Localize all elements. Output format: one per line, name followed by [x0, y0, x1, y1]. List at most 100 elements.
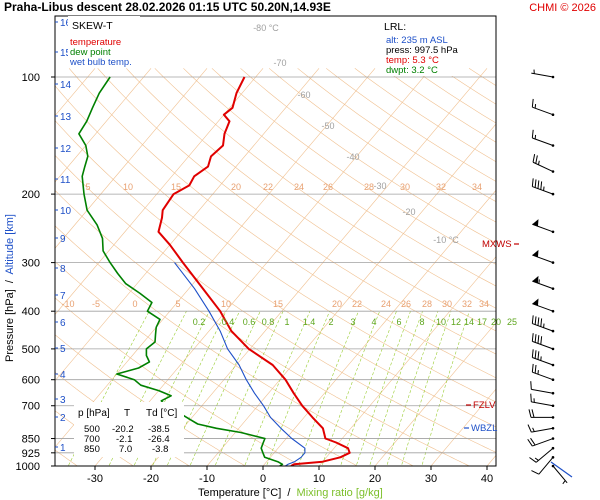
altitude-label: 9 — [60, 234, 66, 245]
legend-wetbulb: wet bulb temp. — [69, 57, 132, 68]
theta-label: 32 — [462, 299, 472, 309]
mixing-ratio-label: 12 — [451, 317, 461, 327]
table-header-td: Td [°C] — [146, 408, 177, 419]
wind-barb — [527, 424, 555, 433]
legend-dewpoint: dew point — [70, 47, 111, 58]
legend-title: SKEW-T — [72, 20, 113, 32]
wind-barb-station — [551, 309, 555, 313]
dry-adiabat — [55, 154, 496, 453]
dry-adiabat — [411, 68, 496, 124]
wind-barb-full — [530, 381, 532, 390]
plot-frame — [54, 15, 497, 467]
wind-barb-station — [551, 287, 555, 290]
wind-barb-station — [551, 144, 555, 147]
isotherm-label: -50 — [321, 121, 334, 131]
isotherm — [262, 189, 496, 466]
wind-barb-full — [537, 335, 540, 344]
wind-barb-half — [532, 427, 535, 432]
wind-barb — [527, 437, 555, 447]
wind-barb — [532, 249, 555, 264]
dry-adiabat — [555, 68, 600, 474]
wind-barb-full — [535, 155, 538, 164]
wind-barb-station — [551, 391, 555, 395]
isotherm — [318, 256, 496, 466]
wind-barb-staff — [531, 72, 554, 78]
altitude-label: 3 — [60, 395, 66, 406]
table-cell: -2.1 — [116, 434, 132, 445]
wind-barb-full — [529, 457, 537, 463]
table-cell: 500 — [84, 424, 100, 435]
theta-label: 34 — [472, 182, 482, 192]
wind-barb-pennant — [532, 249, 539, 258]
pressure-tick-label: 100 — [22, 72, 40, 84]
altitude-label: 4 — [60, 370, 66, 381]
theta-label: 26 — [401, 299, 411, 309]
legend-temperature: temperature — [70, 37, 121, 48]
theta-label: 15 — [171, 182, 181, 192]
wind-barb — [531, 129, 555, 147]
wind-barb-full — [531, 98, 534, 108]
mixing-ratio-line — [298, 311, 359, 466]
wind-barb-full — [531, 178, 534, 187]
altitude-label: 16 — [60, 18, 72, 29]
theta-label: 28 — [364, 182, 374, 192]
wind-barb-staff — [531, 401, 554, 407]
wind-barb-full — [540, 336, 543, 345]
dry-adiabat — [55, 297, 303, 466]
theta-label: 24 — [294, 182, 304, 192]
wind-barb-staff — [532, 438, 554, 447]
theta-label: 10 — [123, 182, 133, 192]
dry-adiabat — [97, 68, 496, 355]
dry-adiabat — [297, 68, 496, 202]
dry-adiabat — [526, 68, 600, 474]
wind-barb-half — [562, 480, 566, 485]
x-tick-label: 0 — [260, 473, 266, 485]
x-tick-label: -30 — [87, 473, 103, 485]
x-tick-label: 10 — [313, 473, 325, 485]
wind-barb — [532, 275, 555, 290]
lrl-altitude: alt: 235 m ASL — [386, 35, 448, 46]
isotherm-label: -80 °C — [253, 23, 279, 33]
table-cell: -20.2 — [112, 424, 134, 435]
mixing-ratio-line — [189, 311, 261, 466]
legend-box — [68, 16, 140, 66]
wind-barb-full — [528, 409, 532, 418]
theta-label: 15 — [273, 299, 283, 309]
pressure-tick-label: 850 — [22, 434, 40, 446]
wind-barb-full — [537, 317, 540, 326]
y-axis-label: Pressure [hPa] / Altitude [km] — [4, 214, 16, 362]
wind-barb-full — [531, 129, 534, 139]
mixing-ratio-label: 0.2 — [193, 317, 206, 327]
dry-adiabat — [68, 68, 496, 379]
isotherm — [55, 68, 264, 315]
table-cell: 850 — [84, 444, 100, 455]
altitude-label: 5 — [60, 344, 66, 355]
mixing-ratio-label: 14 — [464, 317, 474, 327]
wind-barb-half — [538, 160, 540, 165]
dry-adiabat — [154, 68, 496, 309]
wind-barb — [531, 333, 555, 351]
wind-barb-staff — [532, 340, 554, 350]
wind-barb — [531, 69, 555, 79]
wind-barb-station — [551, 230, 555, 234]
pressure-tick-label: 925 — [22, 448, 40, 460]
temperature-line — [157, 76, 351, 466]
pressure-tick-label: 1000 — [16, 461, 40, 473]
altitude-label: 12 — [60, 144, 72, 155]
pressure-tick-label: 200 — [22, 189, 40, 201]
isotherm-label: -40 — [346, 152, 359, 162]
theta-label: 34 — [479, 299, 489, 309]
wind-barb-full — [532, 154, 536, 163]
wind-barb-staff — [532, 137, 554, 146]
wind-barb-station — [551, 113, 555, 116]
wind-barb-staff — [535, 447, 554, 463]
dry-adiabat — [55, 261, 359, 466]
x-axis-label-separator: / — [281, 487, 296, 499]
wind-barb-full — [527, 424, 532, 433]
x-axis-label: Temperature [°C] / Mixing ratio [g/kg] — [198, 487, 383, 499]
wind-barb-full — [534, 350, 537, 359]
mixing-ratio-label: 0.6 — [243, 317, 256, 327]
wind-barb-full — [534, 364, 537, 374]
wind-barb-staff — [532, 254, 554, 264]
mixing-ratio-line — [321, 311, 380, 466]
